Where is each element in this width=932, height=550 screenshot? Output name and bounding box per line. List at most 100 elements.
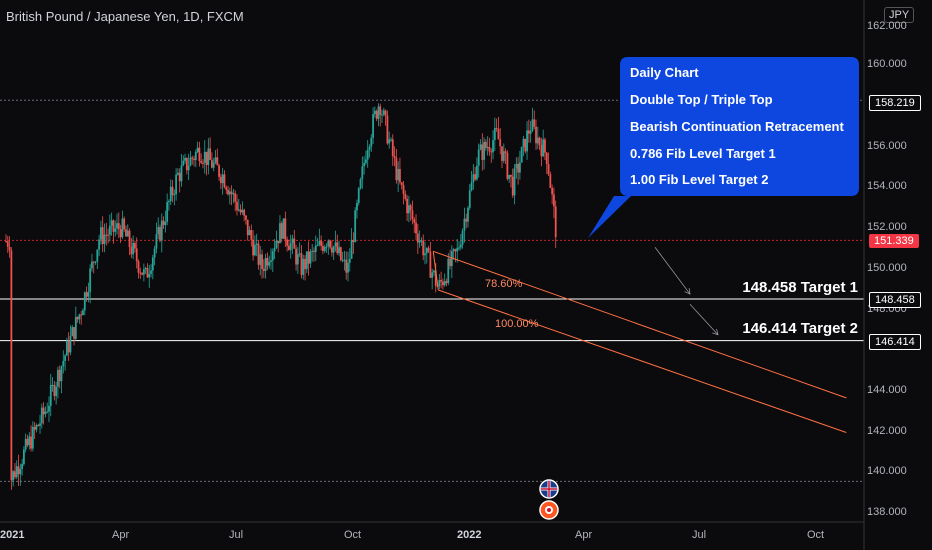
- candle-body: [64, 355, 66, 361]
- candle-body: [354, 210, 357, 243]
- candle-body: [108, 225, 111, 235]
- candle-body: [325, 246, 328, 248]
- candle-body: [227, 189, 229, 195]
- candle-body: [107, 234, 109, 236]
- arrow-target2: [689, 303, 719, 336]
- candle-body: [110, 220, 113, 226]
- candle-body: [134, 242, 136, 249]
- candle-body: [402, 185, 405, 194]
- candle-body: [277, 240, 280, 244]
- candle-body: [279, 223, 281, 244]
- candle-body: [424, 253, 426, 256]
- candle-body: [291, 238, 294, 244]
- y-tick: 138.000: [867, 506, 907, 518]
- fib-786-label: 78.60%: [485, 278, 523, 290]
- candle-body: [429, 251, 432, 278]
- candle-body: [62, 360, 65, 367]
- candle-body: [19, 469, 22, 475]
- candle-body: [151, 257, 154, 271]
- candle-body: [538, 137, 541, 146]
- candle-body: [123, 218, 126, 230]
- candle-body: [44, 411, 47, 415]
- currency-badge[interactable]: JPY: [884, 7, 915, 23]
- candle-body: [472, 174, 475, 183]
- candle-body: [198, 147, 201, 161]
- candle-body: [343, 259, 346, 261]
- candle-body: [91, 261, 93, 269]
- candle-body: [203, 151, 206, 163]
- candle-body: [169, 186, 172, 201]
- price-tag-target2: 146.414: [869, 334, 921, 350]
- candle-body: [465, 218, 468, 222]
- candle-body: [415, 222, 417, 234]
- candle-body: [239, 209, 242, 213]
- target-1-label: 148.458 Target 1: [742, 279, 858, 296]
- candle-body: [180, 165, 183, 182]
- candle-body: [182, 160, 185, 166]
- candle-body: [425, 247, 428, 254]
- candle-body: [486, 146, 489, 149]
- candle-body: [416, 233, 419, 243]
- candle-body: [232, 193, 235, 195]
- candle-body: [141, 272, 143, 275]
- candle-body: [89, 268, 92, 292]
- candle-body: [205, 151, 208, 166]
- candle-body: [359, 179, 362, 189]
- candle-body: [442, 281, 444, 286]
- candle-body: [336, 242, 339, 254]
- candle-body: [157, 227, 160, 235]
- candle-body: [128, 230, 131, 248]
- candle-body: [100, 227, 102, 240]
- candle-body: [479, 144, 482, 150]
- candle-body: [365, 159, 367, 163]
- candle-body: [78, 314, 81, 320]
- candle-body: [73, 327, 75, 339]
- candle-body: [178, 172, 181, 182]
- candle-body: [69, 335, 72, 353]
- candle-body: [130, 247, 133, 255]
- candle-body: [209, 148, 212, 160]
- candle-body: [544, 139, 546, 153]
- candle-body: [117, 223, 120, 230]
- candle-body: [175, 174, 178, 195]
- candle-body: [148, 273, 151, 278]
- candle-body: [211, 159, 213, 168]
- candle-body: [314, 245, 317, 252]
- fib-extension-lines: [432, 250, 847, 433]
- candle-body: [196, 147, 199, 153]
- candle-body: [153, 248, 156, 258]
- candle-body: [207, 148, 210, 166]
- exchange-flag-logo: [539, 479, 559, 520]
- candle-body: [422, 240, 425, 256]
- candle-body: [55, 386, 58, 397]
- candle-body: [390, 139, 392, 141]
- candle-body: [497, 128, 500, 140]
- candle-body: [386, 115, 389, 144]
- candle-body: [225, 187, 228, 190]
- candle-body: [501, 146, 503, 161]
- x-tick: Oct: [807, 529, 825, 541]
- candle-body: [26, 438, 29, 446]
- candle-body: [142, 269, 145, 275]
- candle-body: [445, 281, 448, 283]
- candle-body: [382, 110, 385, 115]
- candle-body: [400, 182, 403, 186]
- candle-body: [427, 247, 430, 252]
- candle-body: [184, 157, 186, 161]
- candle-body: [37, 425, 40, 427]
- candle-body: [356, 202, 358, 211]
- candle-body: [271, 251, 274, 261]
- candle-body: [307, 251, 310, 264]
- candle-body: [318, 240, 321, 246]
- candle-body: [275, 240, 278, 248]
- candle-body: [286, 239, 289, 246]
- candle-body: [372, 114, 374, 138]
- candle-body: [101, 227, 104, 245]
- candle-body: [119, 229, 122, 238]
- candle-body: [338, 247, 340, 254]
- candle-body: [467, 207, 469, 222]
- candle-body: [237, 209, 240, 211]
- candle-body: [363, 162, 366, 167]
- candle-body: [316, 245, 319, 247]
